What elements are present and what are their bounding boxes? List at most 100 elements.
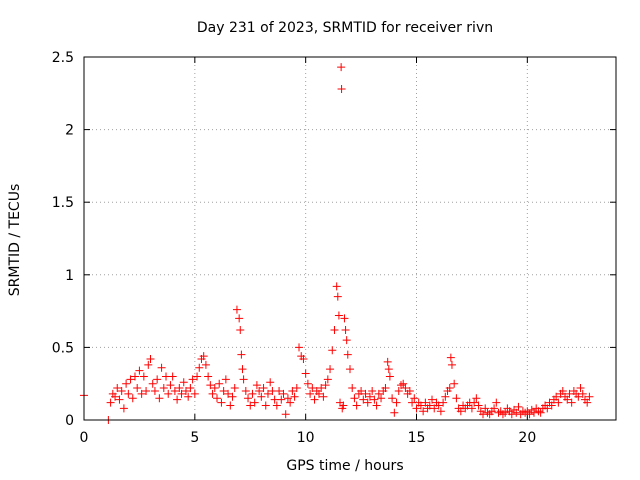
data-point [342,336,351,345]
data-point [501,408,510,417]
data-point [359,395,368,404]
data-point [175,384,184,393]
data-point [434,401,443,410]
data-point [279,389,288,398]
x-axis-label: GPS time / hours [286,458,403,474]
data-point [275,386,284,395]
data-point [446,353,455,362]
data-point [144,360,153,369]
data-point [439,398,448,407]
y-tick-label: 0 [65,413,74,429]
y-tick-label: 2.5 [52,50,74,66]
data-point [357,386,366,395]
data-point [150,386,159,395]
data-point [184,392,193,401]
data-point [348,384,357,393]
data-point [186,384,195,393]
data-point [195,363,204,372]
data-point [201,360,210,369]
data-point [328,346,337,355]
data-point [261,401,270,410]
data-point [230,384,239,393]
data-point [343,350,352,359]
data-point [166,381,175,390]
data-point [232,305,241,314]
data-point [483,408,492,417]
data-point [421,398,430,407]
data-point [128,394,137,403]
data-point [445,384,454,393]
data-point [583,398,592,407]
data-point [337,84,346,93]
data-point [246,401,255,410]
data-point [381,384,390,393]
data-point [419,407,428,416]
data-point [310,395,319,404]
data-point [543,404,552,413]
data-point [326,365,335,374]
data-point [126,375,135,384]
data-point [410,394,419,403]
data-point [213,394,221,403]
data-point [257,392,266,401]
data-points [80,63,594,424]
data-point [372,401,381,410]
data-point [263,389,272,398]
data-point [332,282,341,291]
data-point [554,398,563,407]
data-point [428,395,437,404]
data-point [383,357,392,366]
data-point [490,404,499,413]
data-point [385,372,394,381]
data-point [558,386,567,395]
data-point [299,355,308,364]
data-point [286,398,295,407]
data-point [190,389,199,398]
data-point [122,379,131,388]
data-point [164,389,173,398]
data-point [350,394,359,403]
data-point [204,372,213,381]
data-point [370,395,379,404]
data-point [525,410,534,419]
data-point [340,314,349,323]
data-point [377,394,386,403]
data-point [563,395,572,404]
data-point [578,389,587,398]
data-point [330,325,339,334]
data-point [226,401,235,410]
data-point [363,398,372,407]
plot-frame [83,56,617,421]
data-point [259,384,268,393]
data-point [115,395,124,404]
data-point [536,408,545,417]
data-point [452,394,461,403]
data-point [303,379,312,388]
data-point [210,384,219,393]
data-point [467,404,476,413]
data-point [405,386,414,395]
data-point [301,369,310,378]
data-point [346,365,354,374]
data-point [392,398,401,407]
data-point [252,381,261,390]
data-point [177,389,186,398]
grid-lines [84,57,616,420]
data-point [472,394,481,403]
data-point [221,375,230,384]
data-point [148,379,157,388]
data-point [323,375,332,384]
data-point [412,404,421,413]
data-point [333,292,342,301]
data-point [266,378,275,387]
data-point [199,352,208,361]
data-point [288,386,297,395]
data-point [576,384,585,393]
data-point [181,386,190,395]
data-point [456,407,465,416]
data-point [170,386,179,395]
data-point [388,394,397,403]
data-point [206,381,215,390]
x-tick-label: 15 [408,430,426,446]
